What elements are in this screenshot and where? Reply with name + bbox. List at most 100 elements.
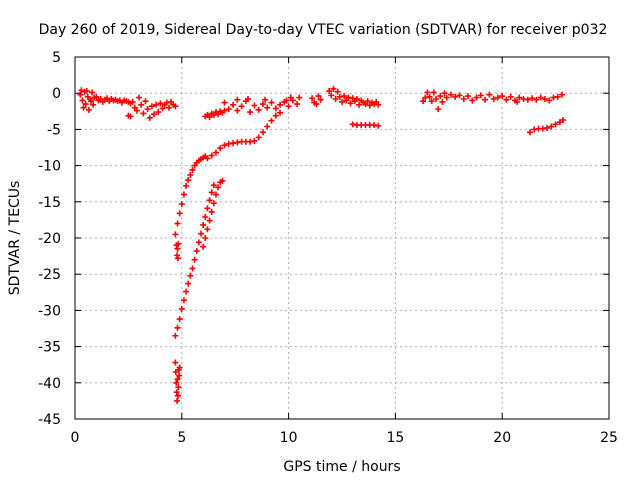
data-point (234, 107, 241, 114)
data-point (215, 184, 222, 191)
data-point (174, 245, 181, 252)
data-point (432, 95, 439, 102)
data-point (174, 376, 181, 383)
x-axis-title: GPS time / hours (283, 459, 400, 475)
data-point (174, 252, 181, 259)
data-point (80, 104, 87, 111)
data-point (159, 105, 166, 112)
data-point (428, 98, 435, 105)
data-point (499, 93, 506, 100)
data-point (486, 91, 493, 98)
data-point (221, 142, 228, 149)
data-point (477, 92, 484, 99)
data-point (560, 116, 567, 123)
data-point (447, 91, 454, 98)
data-point (79, 97, 86, 104)
x-tick-label: 0 (71, 430, 80, 446)
data-point (230, 101, 237, 108)
data-point (212, 149, 219, 156)
data-point (146, 114, 153, 121)
data-point (482, 96, 489, 103)
data-point (420, 98, 427, 105)
y-tick-label: -25 (38, 267, 61, 283)
data-point (245, 95, 252, 102)
data-point (172, 359, 179, 366)
x-tick-label: 10 (280, 430, 298, 446)
data-point (174, 324, 181, 331)
data-point (204, 155, 211, 162)
data-point (503, 96, 510, 103)
y-tick-label: 0 (52, 86, 61, 102)
data-point (424, 89, 431, 96)
data-point (441, 90, 448, 97)
data-point (296, 94, 303, 101)
data-point (537, 94, 544, 101)
data-point (264, 123, 271, 130)
y-tick-label: -40 (38, 376, 61, 392)
data-point (165, 104, 172, 111)
data-point (430, 89, 437, 96)
y-tick-label: -35 (38, 340, 61, 356)
data-point (255, 106, 262, 113)
data-point (326, 88, 333, 95)
data-point (212, 191, 219, 198)
data-point (437, 93, 444, 100)
data-point (217, 145, 224, 152)
data-point (287, 94, 294, 101)
data-point (268, 99, 275, 106)
data-point (178, 305, 185, 312)
data-point (173, 389, 180, 396)
grid-lines (75, 57, 609, 419)
data-points (77, 85, 567, 404)
data-point (204, 205, 211, 212)
data-point (339, 98, 345, 105)
data-point (317, 96, 324, 103)
data-point (494, 94, 501, 101)
data-point (193, 248, 200, 255)
data-point (259, 129, 266, 136)
data-point (264, 104, 271, 111)
data-point (221, 107, 228, 114)
data-point (172, 332, 179, 339)
chart-title: Day 260 of 2019, Sidereal Day-to-day VTE… (39, 22, 608, 38)
data-point (174, 255, 181, 262)
data-point (173, 379, 180, 386)
data-point (546, 97, 553, 104)
data-point (89, 89, 96, 96)
data-point (208, 152, 215, 159)
data-point (206, 114, 213, 121)
data-point (174, 392, 181, 399)
data-point (93, 93, 100, 100)
data-point (175, 240, 182, 247)
data-point (129, 98, 136, 105)
data-point (210, 200, 217, 207)
data-point (285, 103, 292, 110)
data-point (176, 316, 183, 323)
x-tick-label: 15 (386, 430, 404, 446)
data-point (330, 85, 337, 92)
data-point (524, 96, 531, 103)
data-point (514, 98, 521, 105)
data-point (85, 106, 92, 113)
data-point (78, 87, 85, 94)
data-point (375, 122, 382, 129)
data-point (82, 101, 89, 108)
axis-ticks (74, 56, 610, 420)
data-point (460, 95, 467, 102)
y-tick-label: -30 (38, 303, 61, 319)
data-point (328, 92, 335, 99)
data-point (183, 288, 190, 295)
data-point (144, 106, 151, 113)
data-point (490, 95, 497, 102)
data-point (255, 134, 262, 141)
data-point (552, 121, 559, 128)
data-point (465, 93, 472, 100)
data-point (204, 226, 211, 233)
data-point (176, 372, 183, 379)
data-point (234, 96, 241, 103)
data-point (247, 109, 254, 116)
data-point (175, 384, 182, 391)
data-point (176, 210, 183, 217)
data-point (174, 220, 181, 227)
data-point (176, 364, 183, 371)
